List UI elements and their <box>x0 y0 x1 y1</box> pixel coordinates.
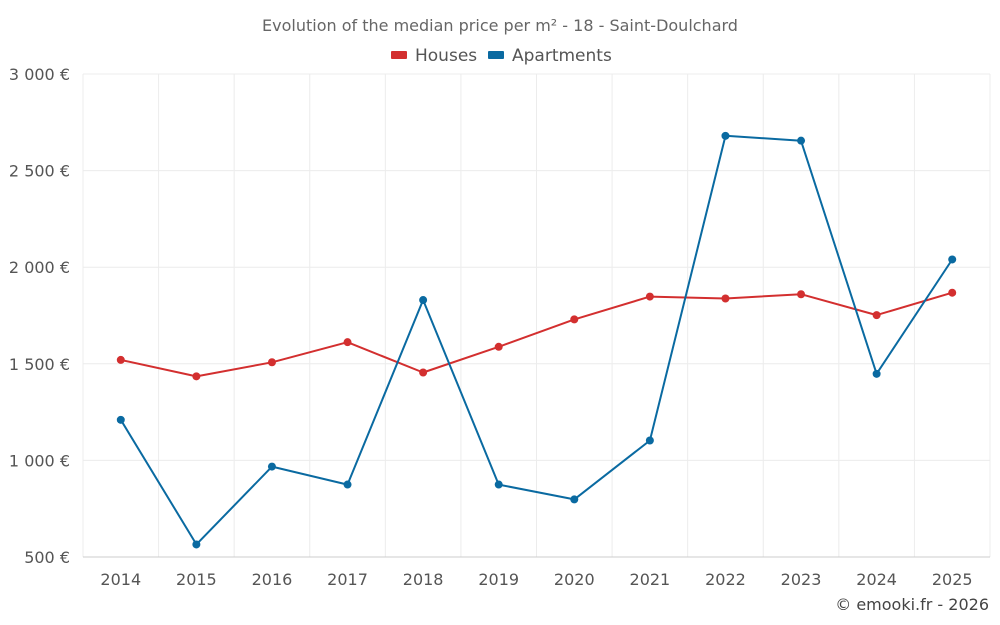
legend-item-houses[interactable]: Houses <box>391 46 477 66</box>
x-tick-label: 2014 <box>100 570 141 589</box>
y-tick-label: 500 € <box>24 548 70 567</box>
data-point[interactable] <box>797 290 806 299</box>
data-point[interactable] <box>419 368 428 377</box>
legend-label: Houses <box>415 46 477 66</box>
legend-item-apartments[interactable]: Apartments <box>488 46 612 66</box>
x-tick-label: 2016 <box>252 570 293 589</box>
data-point[interactable] <box>645 292 654 301</box>
credit-text: © emooki.fr - 2026 <box>835 595 989 614</box>
data-point[interactable] <box>494 342 503 351</box>
data-point[interactable] <box>192 372 201 381</box>
y-tick-label: 2 500 € <box>9 162 70 181</box>
data-point[interactable] <box>645 436 654 445</box>
x-tick-label: 2018 <box>403 570 444 589</box>
x-tick-label: 2022 <box>705 570 746 589</box>
x-tick-label: 2021 <box>630 570 671 589</box>
data-point[interactable] <box>419 296 428 305</box>
x-tick-label: 2023 <box>781 570 822 589</box>
series-apartments <box>116 131 957 549</box>
x-tick-label: 2019 <box>478 570 519 589</box>
data-point[interactable] <box>267 462 276 471</box>
legend-swatch <box>391 51 407 59</box>
data-point[interactable] <box>797 136 806 145</box>
y-tick-label: 1 000 € <box>9 451 70 470</box>
data-point[interactable] <box>343 480 352 489</box>
legend[interactable]: Houses Apartments <box>391 46 612 66</box>
x-tick-label: 2024 <box>856 570 897 589</box>
data-point[interactable] <box>116 355 125 364</box>
series-line <box>119 134 954 546</box>
y-tick-label: 2 000 € <box>9 258 70 277</box>
data-point[interactable] <box>721 131 730 140</box>
x-tick-label: 2025 <box>932 570 973 589</box>
data-point[interactable] <box>570 495 579 504</box>
axes: 500 € 1 000 € 1 500 € 2 000 € 2 500 € 3 000 €… <box>9 65 990 589</box>
data-point[interactable] <box>494 480 503 489</box>
legend-swatch <box>488 51 504 59</box>
x-tick-label: 2017 <box>327 570 368 589</box>
data-point[interactable] <box>570 315 579 324</box>
series <box>116 131 957 549</box>
chart-title: Evolution of the median price per m² - 1… <box>262 16 738 35</box>
data-point[interactable] <box>872 369 881 378</box>
data-point[interactable] <box>267 358 276 367</box>
data-point[interactable] <box>948 255 957 264</box>
grid <box>82 73 991 557</box>
data-point[interactable] <box>721 294 730 303</box>
data-point[interactable] <box>192 540 201 549</box>
legend-label: Apartments <box>512 46 612 66</box>
data-point[interactable] <box>948 288 957 297</box>
x-tick-label: 2015 <box>176 570 217 589</box>
y-tick-label: 1 500 € <box>9 355 70 374</box>
data-point[interactable] <box>872 311 881 320</box>
data-point[interactable] <box>343 338 352 347</box>
x-tick-label: 2020 <box>554 570 595 589</box>
data-point[interactable] <box>116 415 125 424</box>
series-line <box>120 291 953 378</box>
series-houses <box>116 288 957 381</box>
y-tick-label: 3 000 € <box>9 65 70 84</box>
